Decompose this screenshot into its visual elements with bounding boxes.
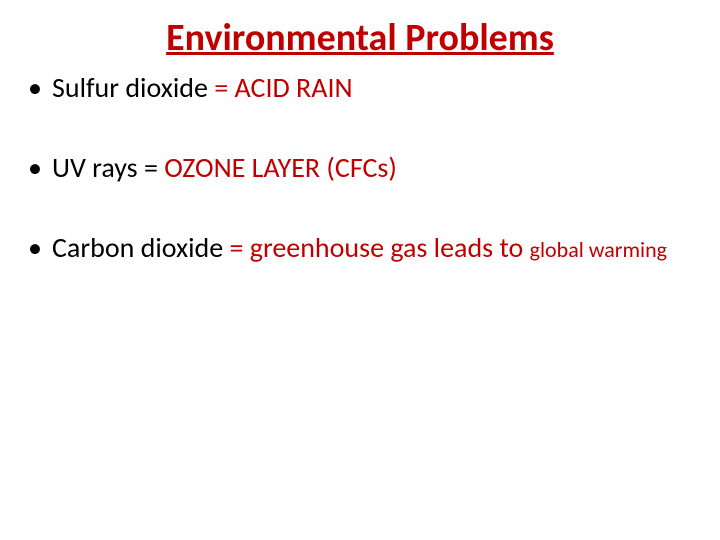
text-segment: Carbon dioxide bbox=[52, 230, 223, 265]
bullet-list: Sulfur dioxide = ACID RAIN UV rays = OZO… bbox=[26, 72, 700, 265]
slide-container: Environmental Problems Sulfur dioxide = … bbox=[0, 0, 720, 540]
text-segment: Sulfur dioxide bbox=[52, 70, 208, 105]
text-segment: = ACID RAIN bbox=[208, 70, 353, 105]
text-segment: OZONE LAYER (CFCs) bbox=[164, 150, 397, 185]
text-segment: UV rays = bbox=[52, 150, 164, 185]
list-item: UV rays = OZONE LAYER (CFCs) bbox=[26, 152, 700, 184]
text-segment: = greenhouse gas leads to bbox=[223, 230, 529, 265]
list-item: Carbon dioxide = greenhouse gas leads to… bbox=[26, 232, 700, 264]
text-segment: global warming bbox=[530, 236, 667, 263]
list-item: Sulfur dioxide = ACID RAIN bbox=[26, 72, 700, 104]
slide-title: Environmental Problems bbox=[20, 18, 700, 60]
